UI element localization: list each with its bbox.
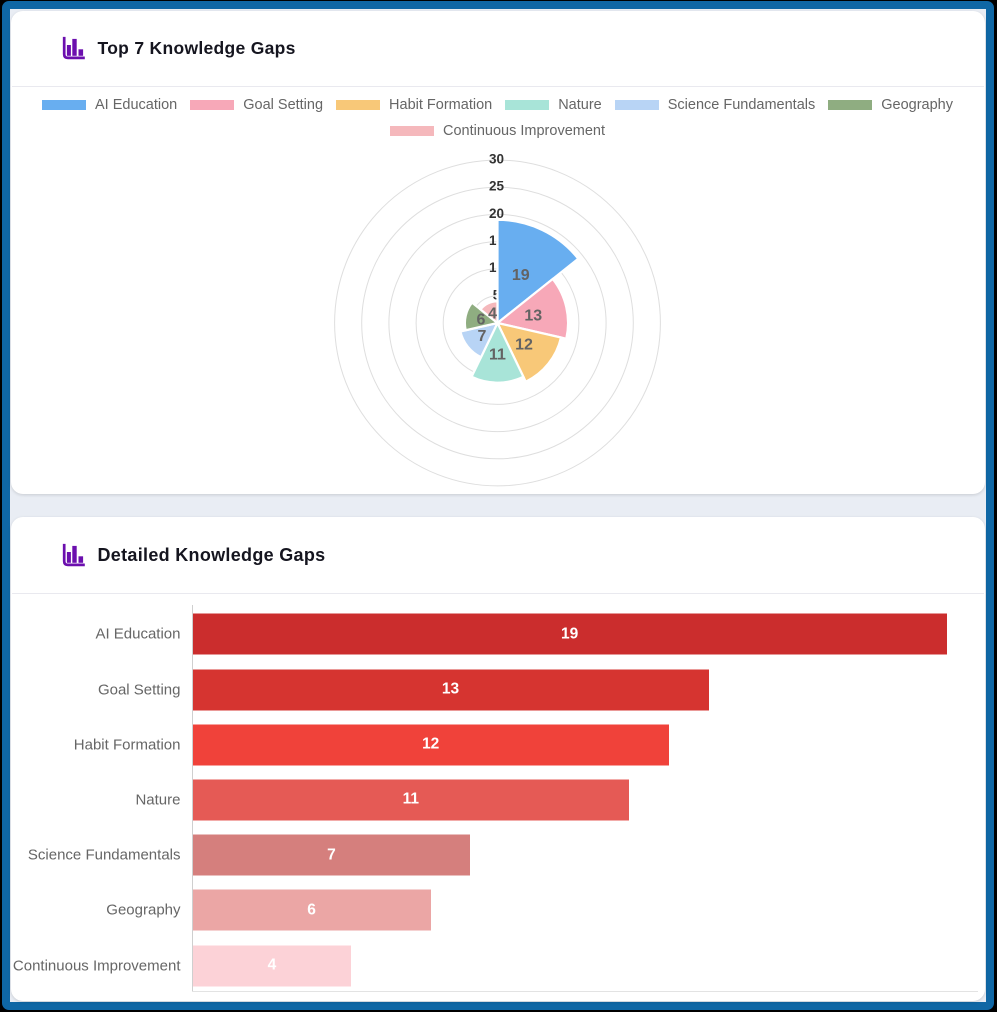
- svg-text:11: 11: [489, 347, 506, 364]
- svg-text:4: 4: [488, 305, 497, 322]
- svg-text:13: 13: [524, 307, 542, 324]
- svg-text:20: 20: [488, 206, 503, 221]
- svg-text:12: 12: [515, 337, 533, 354]
- svg-text:25: 25: [488, 179, 504, 194]
- svg-text:30: 30: [488, 152, 503, 167]
- svg-text:7: 7: [477, 328, 486, 345]
- svg-text:19: 19: [511, 267, 529, 284]
- svg-text:6: 6: [476, 312, 485, 329]
